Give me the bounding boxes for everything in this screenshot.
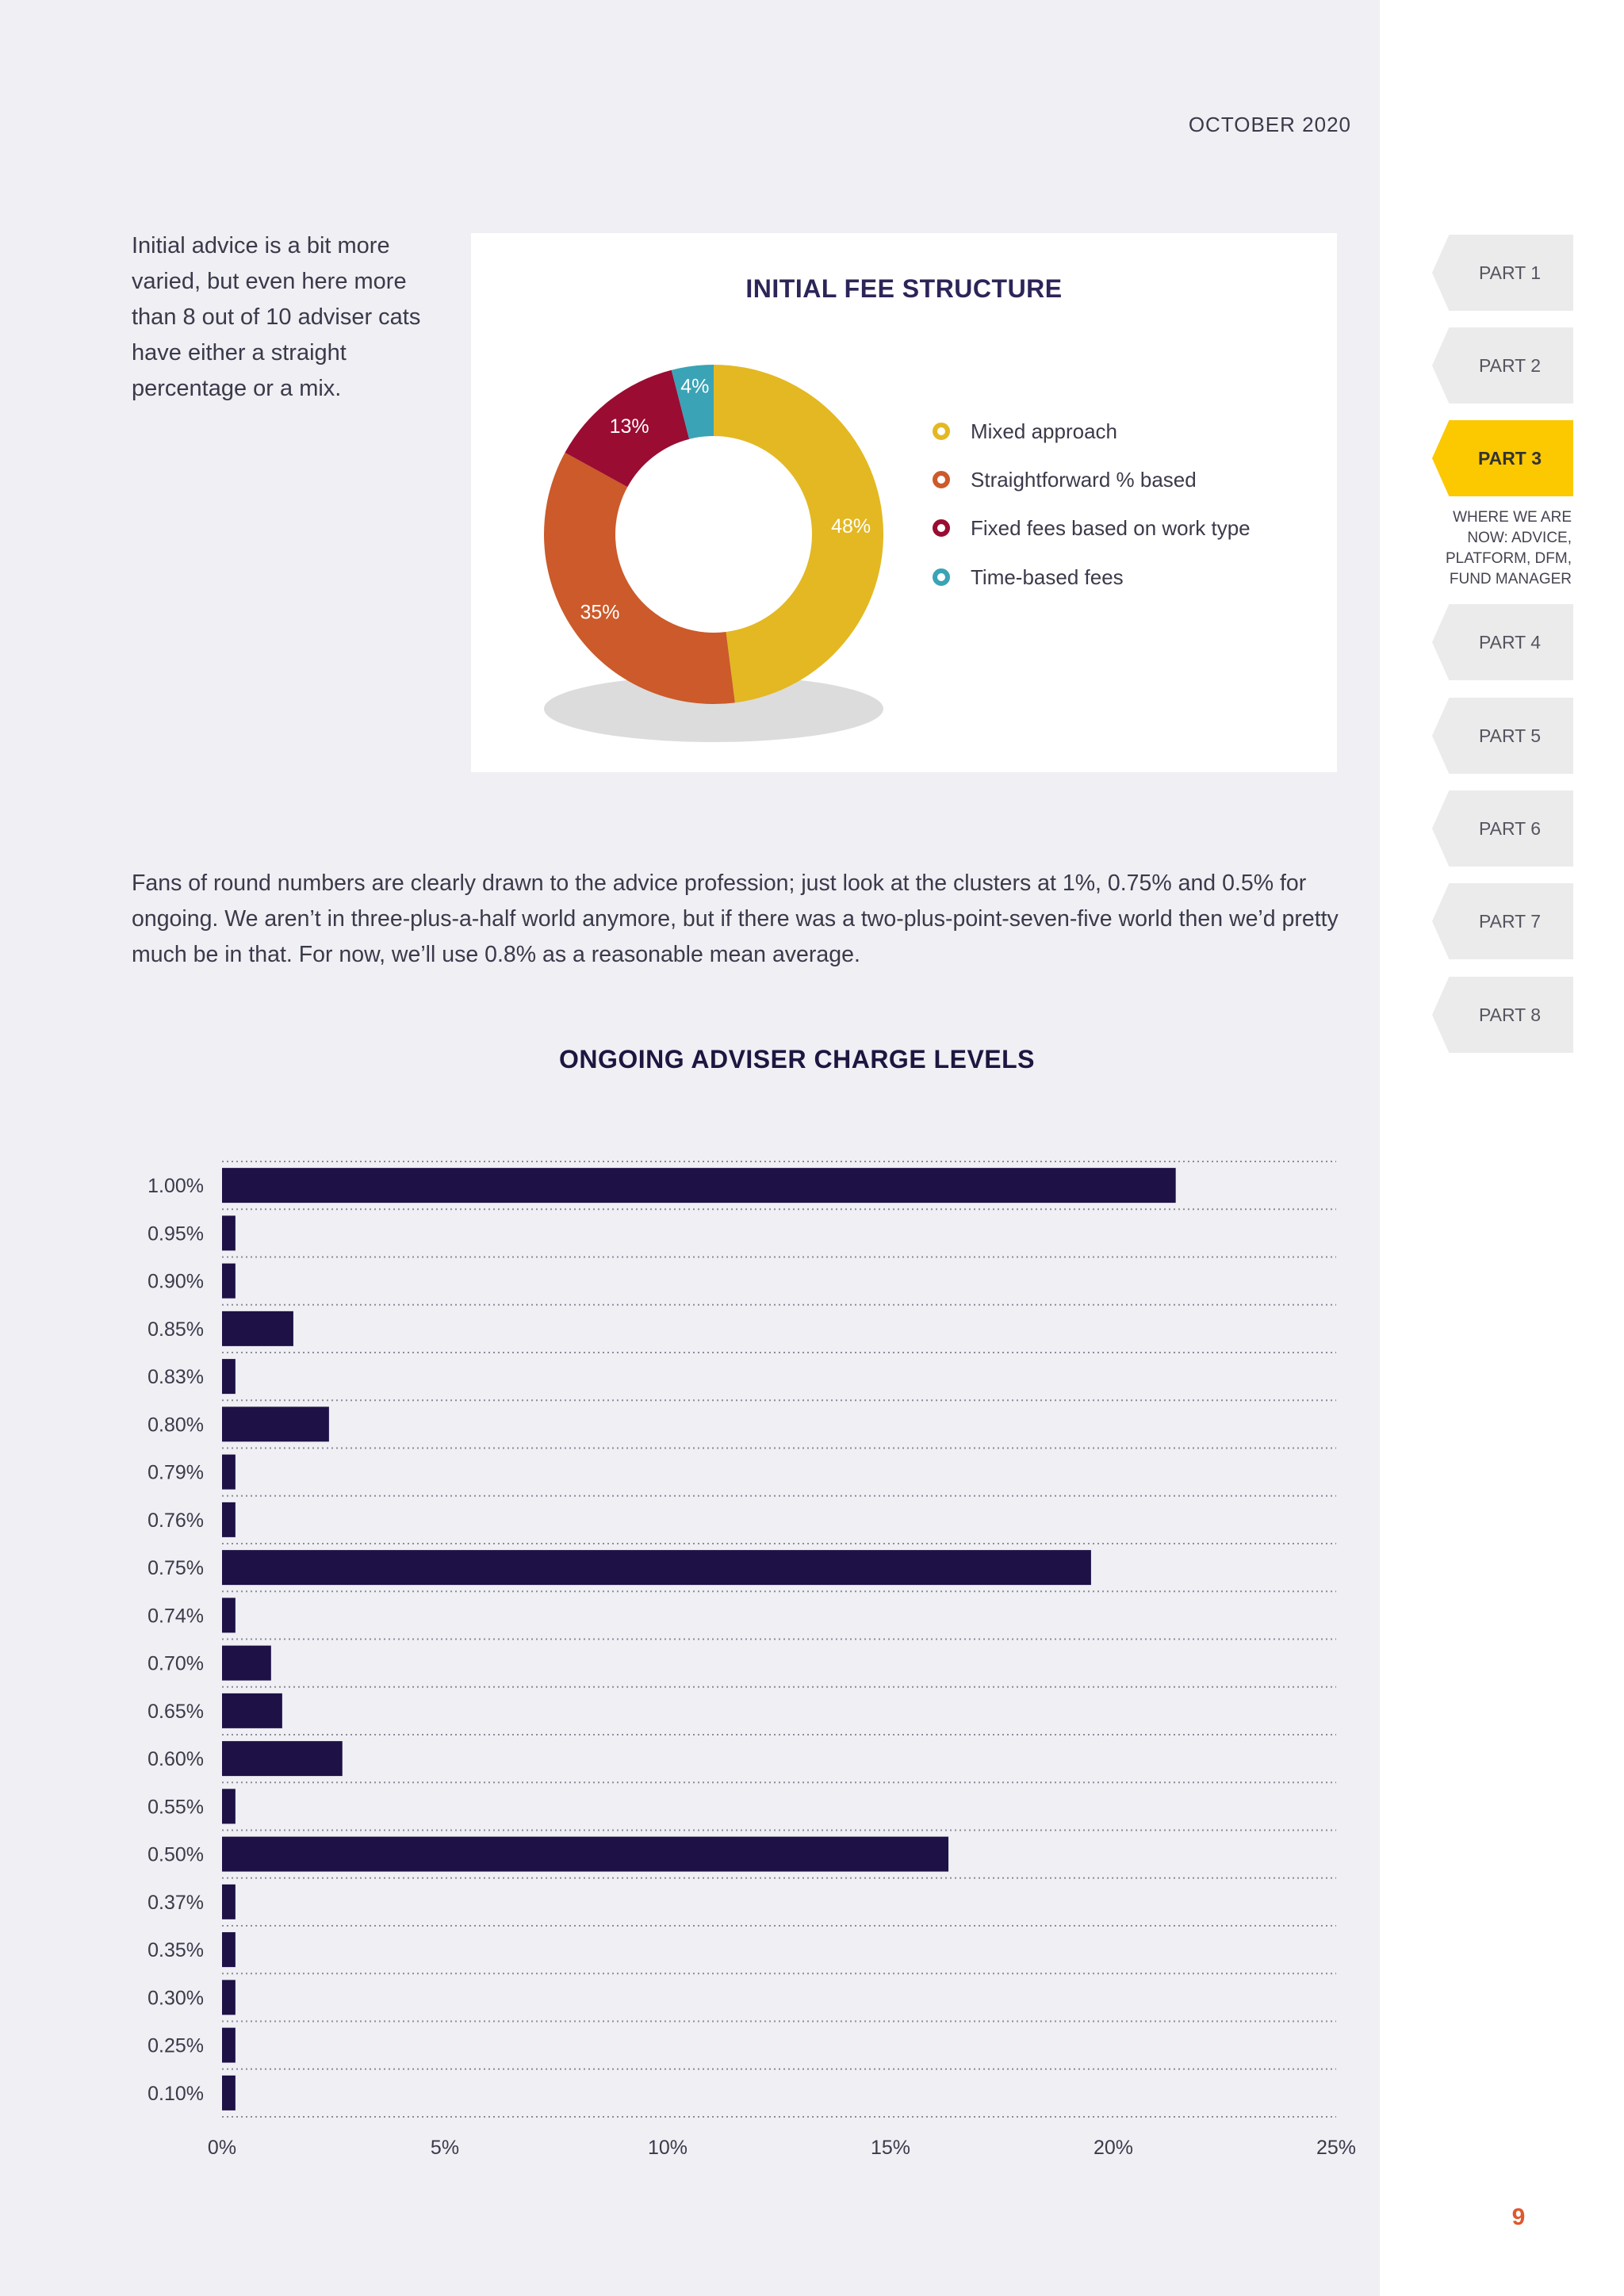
legend-label: Straightforward % based <box>971 467 1197 492</box>
bar-0-79pct <box>222 1454 236 1490</box>
legend-label: Mixed approach <box>971 419 1117 443</box>
y-tick-label: 0.70% <box>147 1653 204 1675</box>
bar-0-65pct <box>222 1693 282 1728</box>
y-tick-label: 1.00% <box>147 1175 204 1197</box>
nav-tab-part-5[interactable]: PART 5 <box>1432 698 1573 774</box>
nav-tab-part-3[interactable]: PART 3 <box>1432 420 1573 496</box>
ongoing-charge-bar-chart: 1.00% 0.95% 0.90% 0.85% 0.83% 0.80% 0.79% 0.76%… <box>147 1161 1356 2159</box>
bar-0-85pct <box>222 1311 293 1346</box>
intro-paragraph: Initial advice is a bit more varied, but… <box>132 233 421 401</box>
y-tick-label: 0.50% <box>147 1844 204 1866</box>
legend-item: Time-based fees <box>933 561 1124 593</box>
legend-label: Time-based fees <box>971 564 1124 589</box>
legend-ring-icon <box>933 519 950 537</box>
legend-item: Straightforward % based <box>933 464 1197 496</box>
nav-tab-part-7[interactable]: PART 7 <box>1432 883 1573 959</box>
bar-1-00pct <box>222 1168 1176 1203</box>
bar-0-74pct <box>222 1598 236 1633</box>
donut-label-mixed-approach: 48% <box>831 515 871 538</box>
bar-0-70pct <box>222 1645 271 1681</box>
bar-0-30pct <box>222 1980 236 2015</box>
x-tick-label: 10% <box>648 2137 688 2159</box>
bar-0-60pct <box>222 1741 343 1777</box>
content-area: OCTOBER 2020 Initial advice is a bit mor… <box>0 0 1380 2296</box>
y-tick-label: 0.90% <box>147 1271 204 1293</box>
y-tick-label: 0.76% <box>147 1510 204 1532</box>
donut-slice-straightforward-based <box>544 452 735 704</box>
nav-tab-part-6[interactable]: PART 6 <box>1432 790 1573 867</box>
ongoing-charges-paragraph: Fans of round numbers are clearly drawn … <box>132 871 1339 967</box>
bar-0-80pct <box>222 1406 329 1442</box>
page-number: 9 <box>1511 2204 1526 2230</box>
donut-slice-mixed-approach <box>714 365 883 703</box>
donut-label-fixed-fees-based-on-work-type: 13% <box>610 415 649 438</box>
donut-slice-fixed-fees-based-on-work-type <box>565 369 690 488</box>
y-tick-label: 0.30% <box>147 1987 204 2009</box>
ongoing-charge-chart-title: ONGOING ADVISER CHARGE LEVELS <box>558 1045 1036 1073</box>
initial-fee-chart-title: INITIAL FEE STRUCTURE <box>745 274 1063 303</box>
x-tick-label: 5% <box>431 2137 459 2159</box>
x-tick-label: 25% <box>1316 2137 1356 2159</box>
y-tick-label: 0.79% <box>147 1462 204 1484</box>
nav-tab-part-1[interactable]: PART 1 <box>1432 235 1573 311</box>
part-3-subtitle: WHERE WE ARE NOW: ADVICE, PLATFORM, DFM,… <box>1445 509 1572 587</box>
nav-tab-part-2[interactable]: PART 2 <box>1432 327 1573 404</box>
report-date: OCTOBER 2020 <box>1188 113 1351 136</box>
y-tick-label: 0.74% <box>147 1605 204 1627</box>
initial-fee-chart-card: INITIAL FEE STRUCTURE 48% 35% 13% 4% Mixed … <box>471 233 1337 772</box>
y-tick-label: 0.10% <box>147 2083 204 2105</box>
y-tick-label: 0.25% <box>147 2035 204 2057</box>
initial-fee-donut-chart: 48% 35% 13% 4% <box>544 365 883 742</box>
legend-label: Fixed fees based on work type <box>971 515 1251 540</box>
donut-label-straightforward-based: 35% <box>580 602 619 624</box>
donut-slice-time-based-fees <box>671 365 714 439</box>
y-tick-label: 0.55% <box>147 1796 204 1818</box>
y-tick-label: 0.75% <box>147 1557 204 1579</box>
x-tick-label: 0% <box>208 2137 236 2159</box>
y-tick-label: 0.95% <box>147 1223 204 1245</box>
nav-tab-part-4[interactable]: PART 4 <box>1432 604 1573 680</box>
y-tick-label: 0.80% <box>147 1414 204 1436</box>
donut-label-time-based-fees: 4% <box>680 376 709 398</box>
donut-shadow <box>544 675 883 742</box>
y-tick-label: 0.65% <box>147 1701 204 1723</box>
y-tick-label: 0.60% <box>147 1748 204 1770</box>
bar-0-35pct <box>222 1932 236 1968</box>
legend-item: Mixed approach <box>933 415 1117 447</box>
x-tick-label: 15% <box>871 2137 910 2159</box>
y-tick-label: 0.83% <box>147 1366 204 1388</box>
x-tick-label: 20% <box>1094 2137 1133 2159</box>
legend-item: Fixed fees based on work type <box>933 512 1251 544</box>
bar-0-83pct <box>222 1359 236 1395</box>
legend-ring-icon <box>933 568 950 586</box>
bar-0-25pct <box>222 2027 236 2063</box>
legend-ring-icon <box>933 471 950 488</box>
bar-0-95pct <box>222 1215 236 1251</box>
bar-0-55pct <box>222 1789 236 1824</box>
bar-0-50pct <box>222 1836 949 1872</box>
nav-tab-part-8[interactable]: PART 8 <box>1432 977 1573 1053</box>
y-tick-label: 0.37% <box>147 1892 204 1914</box>
y-tick-label: 0.85% <box>147 1318 204 1341</box>
bar-0-90pct <box>222 1263 236 1299</box>
bar-0-37pct <box>222 1884 236 1919</box>
bar-0-75pct <box>222 1550 1091 1586</box>
y-tick-label: 0.35% <box>147 1939 204 1961</box>
legend-ring-icon <box>933 423 950 440</box>
bar-0-10pct <box>222 2075 236 2110</box>
bar-0-76pct <box>222 1502 236 1537</box>
